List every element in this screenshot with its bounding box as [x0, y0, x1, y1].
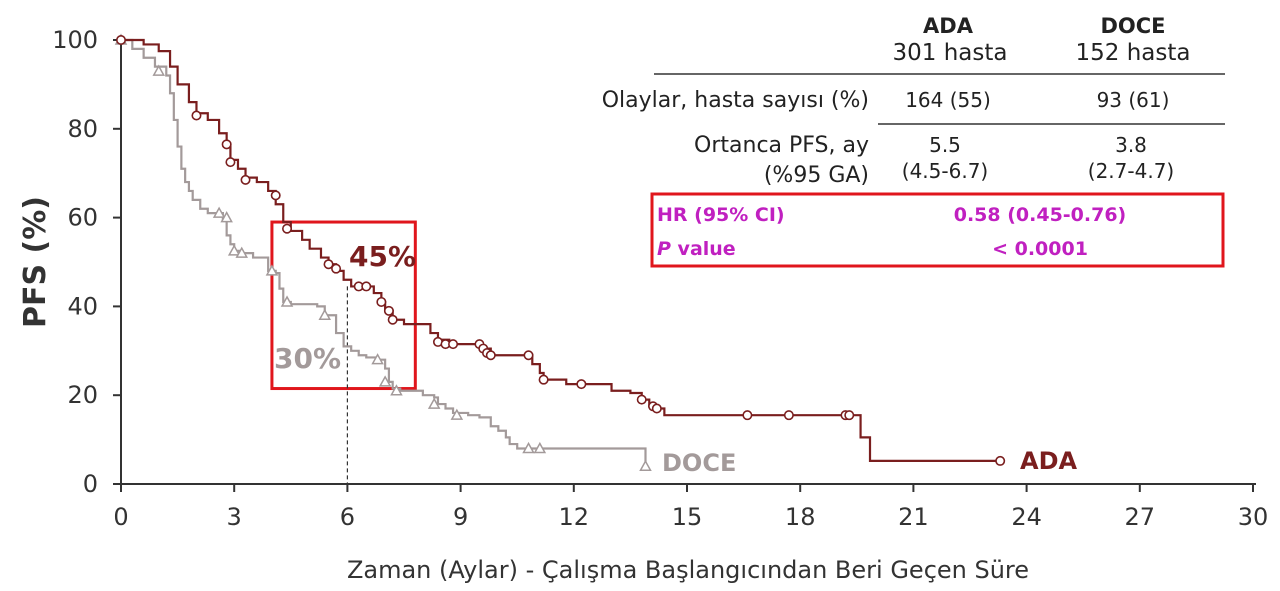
series-end-label-doce: DOCE [662, 449, 736, 477]
y-tick-label: 20 [67, 381, 98, 409]
censor-mark [331, 263, 342, 274]
censor-mark [270, 190, 281, 201]
censor-mark [221, 139, 232, 150]
censor-mark [427, 397, 441, 409]
x-tick-label: 12 [559, 503, 590, 531]
censor-mark [361, 281, 372, 292]
censor-mark [522, 441, 535, 454]
table-row2-label-line2: (%95 GA) [764, 163, 869, 188]
p-value: < 0.0001 [992, 238, 1088, 260]
table-row2-label-line1: Ortanca PFS, ay [694, 133, 869, 158]
x-tick-label: 9 [453, 503, 468, 531]
censor-mark [651, 403, 662, 414]
p-italic: P [657, 238, 671, 260]
box-label-doce-pct: 30% [274, 342, 341, 375]
censor-mark [639, 459, 652, 471]
x-tick-label: 6 [340, 503, 355, 531]
censor-mark [152, 64, 166, 76]
y-tick-label: 80 [67, 115, 98, 143]
series-doce [114, 33, 652, 471]
series-layer [114, 33, 1006, 471]
summary-table: ADA 301 hasta DOCE 152 hasta Olaylar, ha… [602, 14, 1225, 268]
censor-mark [235, 246, 249, 258]
censor-mark [387, 314, 398, 325]
censor-mark [636, 394, 647, 405]
table-row2-col2-line2: (2.7-4.7) [1088, 159, 1174, 183]
y-tick-label: 40 [67, 292, 98, 320]
censor-mark [116, 34, 127, 45]
censor-mark [450, 408, 464, 420]
censor-mark [538, 374, 549, 385]
x-axis-title: Zaman (Aylar) - Çalışma Başlangıcından B… [347, 556, 1029, 584]
censor-mark [390, 384, 403, 396]
censor-mark [220, 211, 233, 223]
censor-mark [240, 174, 251, 185]
table-row2-col1-line2: (4.5-6.7) [902, 159, 988, 183]
censor-mark [742, 410, 753, 421]
censor-mark [282, 223, 293, 234]
x-tick-label: 15 [672, 503, 703, 531]
box-label-ada-pct: 45% [349, 240, 416, 273]
p-rest: value [671, 238, 736, 260]
censor-mark [323, 259, 334, 270]
y-tick-label: 100 [52, 26, 98, 54]
table-row1-label: Olaylar, hasta sayısı (%) [602, 88, 869, 113]
hr-label: HR (95% CI) [657, 204, 785, 226]
series-end-label-ada: ADA [1020, 447, 1077, 475]
y-axis-title: PFS (%) [18, 196, 53, 328]
table-col1-header: ADA [923, 14, 974, 38]
censor-mark [227, 244, 241, 256]
censor-mark [265, 264, 279, 276]
y-tick-label: 60 [67, 204, 98, 232]
x-tick-label: 3 [227, 503, 242, 531]
x-ticks: 0 3 6 9 12 15 18 21 24 27 30 [113, 484, 1268, 531]
y-tick-label: 0 [83, 470, 98, 498]
hr-highlight-box [650, 192, 1225, 268]
x-tick-label: 27 [1125, 503, 1156, 531]
table-row1-col1: 164 (55) [905, 88, 991, 112]
censor-mark [448, 339, 459, 350]
hr-value: 0.58 (0.45-0.76) [954, 204, 1127, 226]
censor-mark [383, 305, 394, 316]
censor-mark [318, 308, 332, 321]
series-line-doce [121, 38, 647, 467]
y-ticks: 0 20 40 60 80 100 [52, 26, 121, 498]
censor-mark [371, 353, 384, 365]
censor-mark [783, 410, 794, 421]
censor-mark [280, 295, 294, 307]
x-tick-label: 30 [1238, 503, 1269, 531]
censor-mark [523, 350, 534, 361]
censor-mark [378, 375, 392, 387]
x-tick-label: 18 [785, 503, 816, 531]
censor-mark [225, 157, 236, 168]
table-col2-sub: 152 hasta [1076, 40, 1191, 66]
censor-mark [576, 379, 587, 390]
censor-mark [995, 455, 1006, 466]
censor-mark [191, 110, 202, 121]
censor-mark [212, 206, 226, 218]
table-row2-col2-line1: 3.8 [1115, 133, 1147, 157]
censor-mark [376, 296, 387, 307]
censor-mark [485, 350, 496, 361]
x-tick-label: 0 [113, 503, 128, 531]
censor-mark [844, 410, 855, 421]
series-ada [116, 34, 1006, 466]
table-row1-col2: 93 (61) [1097, 88, 1170, 112]
table-col1-sub: 301 hasta [893, 40, 1008, 66]
p-value-label: P value [657, 238, 736, 260]
table-row2-col1-line1: 5.5 [929, 133, 961, 157]
axes: 0 3 6 9 12 15 18 21 24 27 30 0 20 40 60 80 100 [52, 26, 1268, 531]
table-col2-header: DOCE [1100, 14, 1165, 38]
censor-mark [533, 441, 547, 454]
x-tick-label: 24 [1011, 503, 1042, 531]
highlight-box-6-month [270, 220, 417, 391]
x-tick-label: 21 [898, 503, 929, 531]
